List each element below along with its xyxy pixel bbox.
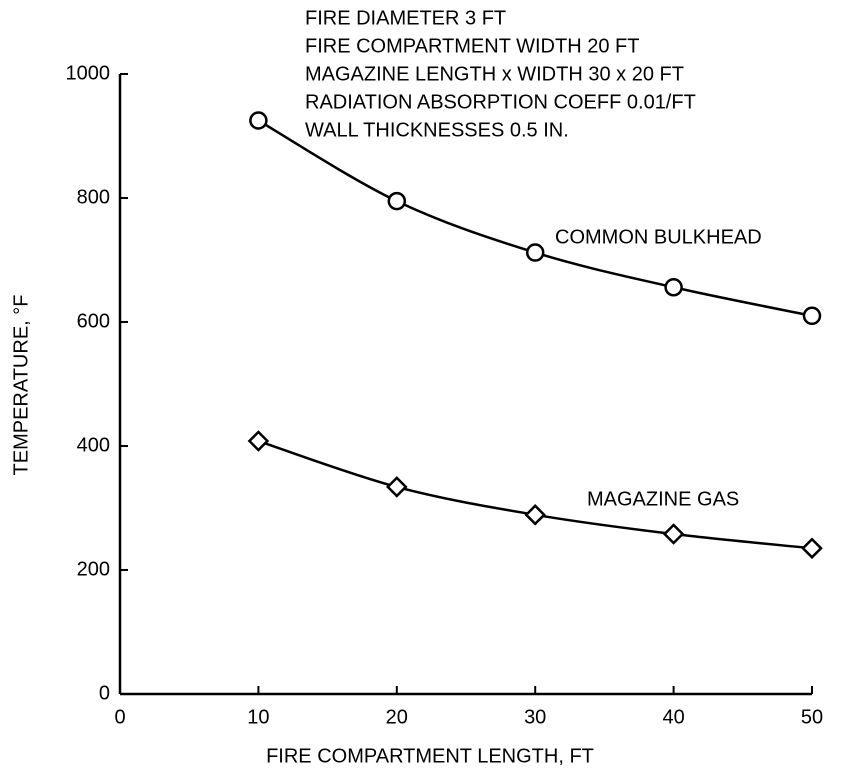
annotation: WALL THICKNESSES 0.5 IN. [305, 119, 569, 141]
x-tick-label: 50 [801, 706, 823, 728]
marker [524, 504, 546, 526]
annotation: FIRE COMPARTMENT WIDTH 20 FT [305, 35, 639, 57]
marker [386, 476, 408, 498]
marker [664, 278, 683, 297]
y-tick-label: 0 [99, 682, 110, 704]
x-tick-label: 30 [524, 706, 546, 728]
y-tick-label: 200 [77, 558, 110, 580]
x-tick-label: 40 [662, 706, 684, 728]
series-line [257, 119, 813, 318]
x-tick-label: 20 [386, 706, 408, 728]
y-tick-label: 800 [77, 186, 110, 208]
series-label: COMMON BULKHEAD [555, 226, 762, 248]
marker [525, 243, 545, 262]
marker [249, 111, 268, 130]
annotation: MAGAZINE LENGTH x WIDTH 30 x 20 FT [305, 63, 684, 85]
marker [387, 191, 407, 211]
marker [802, 306, 822, 326]
x-axis-label: FIRE COMPARTMENT LENGTH, FT [266, 745, 594, 767]
y-tick-label: 400 [77, 434, 110, 456]
series-label: MAGAZINE GAS [587, 488, 739, 510]
annotation: FIRE DIAMETER 3 FT [305, 7, 506, 29]
marker [801, 537, 823, 560]
marker [247, 430, 270, 452]
y-tick-label: 600 [77, 310, 110, 332]
x-tick-label: 0 [114, 706, 125, 728]
y-axis-label: TEMPERATURE, °F [10, 295, 32, 476]
y-tick-label: 1000 [66, 62, 111, 84]
annotation: RADIATION ABSORPTION COEFF 0.01/FT [305, 91, 696, 113]
x-tick-label: 10 [247, 706, 269, 728]
marker [662, 523, 685, 545]
